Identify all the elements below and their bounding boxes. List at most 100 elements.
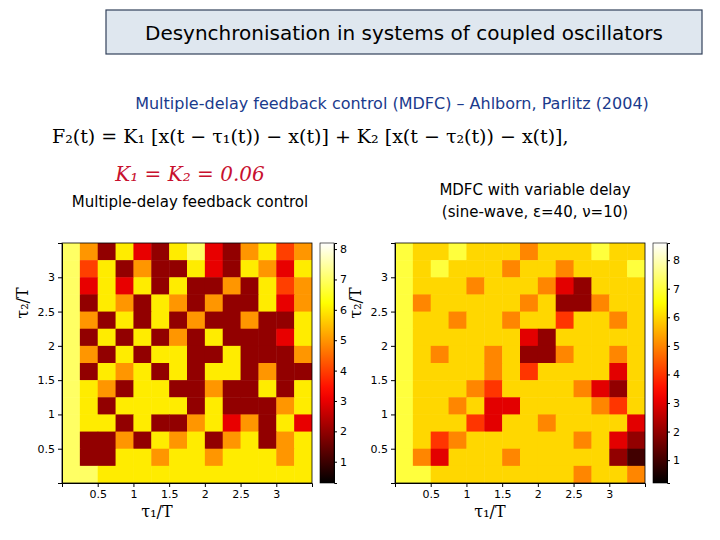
x-tick: 1: [130, 483, 137, 501]
heat-cell: [169, 277, 187, 295]
x-axis-title: τ₁/T: [474, 502, 506, 521]
heat-cell: [466, 312, 484, 330]
heat-cell: [98, 329, 116, 347]
heat-cell: [466, 466, 484, 483]
heat-cell: [538, 329, 556, 347]
formula: F₂(t) = K₁ [x(t − τ₁(t)) − x(t)] + K₂ [x…: [52, 125, 569, 147]
heat-cell: [223, 277, 241, 295]
x-tick: 2.5: [565, 483, 583, 501]
heat-cell: [574, 466, 592, 483]
y-tick-mark: [391, 277, 395, 278]
heat-cell: [502, 414, 520, 432]
heat-cell: [80, 363, 98, 381]
y-tick-mark: [58, 380, 62, 381]
heat-cell: [484, 294, 502, 312]
colorbar-tick-mark: [667, 289, 670, 290]
heat-cell: [520, 397, 538, 415]
heat-cell: [241, 294, 259, 312]
heat-cell: [205, 329, 223, 347]
heat-cell: [466, 380, 484, 398]
y-tick: 0.5: [38, 443, 63, 456]
heat-cell: [258, 449, 276, 467]
heat-cell: [538, 414, 556, 432]
heat-cell: [609, 363, 627, 381]
heat-cell: [223, 260, 241, 278]
heat-cell: [627, 466, 645, 483]
y-tick: 3: [381, 271, 395, 284]
heat-cell: [98, 243, 116, 261]
x-tick-mark: [205, 483, 206, 487]
y-tick-mark: [391, 346, 395, 347]
heat-cell: [241, 432, 259, 450]
heat-cell: [98, 363, 116, 381]
heat-cell: [591, 414, 609, 432]
heat-cell: [223, 243, 241, 261]
heat-cell: [223, 432, 241, 450]
heat-cell: [431, 449, 449, 467]
heat-cell: [151, 466, 169, 483]
x-tick-label: 2: [535, 488, 542, 501]
heat-cell: [520, 294, 538, 312]
heat-cell: [591, 449, 609, 467]
heat-cell: [80, 346, 98, 364]
heat-cell: [151, 380, 169, 398]
heat-cell: [169, 294, 187, 312]
heat-cell: [609, 294, 627, 312]
heat-cell: [431, 312, 449, 330]
heat-cell: [538, 380, 556, 398]
x-tick-label: 1.5: [161, 488, 179, 501]
heat-cell: [449, 329, 467, 347]
heat-cell: [169, 449, 187, 467]
heat-cell: [80, 414, 98, 432]
y-tick-mark: [58, 449, 62, 450]
heat-cell: [627, 380, 645, 398]
heat-cell: [133, 432, 151, 450]
heat-cell: [449, 380, 467, 398]
x-tick-mark: [98, 483, 99, 487]
heat-cell: [258, 414, 276, 432]
heat-cell: [484, 277, 502, 295]
heat-cell: [449, 260, 467, 278]
y-axis: 0.511.522.53: [371, 244, 396, 484]
heat-cell: [258, 380, 276, 398]
heat-cell: [133, 414, 151, 432]
y-tick-label: 0.5: [371, 443, 389, 456]
heat-cell: [627, 363, 645, 381]
x-tick-mark: [276, 483, 277, 487]
heat-cell: [116, 466, 134, 483]
y-tick: 2: [381, 340, 395, 353]
heat-cell: [431, 466, 449, 483]
heat-cell: [502, 277, 520, 295]
heat-cell: [223, 312, 241, 330]
heat-cell: [276, 363, 294, 381]
heat-cell: [538, 432, 556, 450]
colorbar-tick-mark: [334, 401, 337, 402]
y-tick-mark: [391, 312, 395, 313]
heat-cell: [502, 449, 520, 467]
heat-cell: [98, 414, 116, 432]
heat-cell: [294, 346, 312, 364]
heat-cell: [116, 432, 134, 450]
x-tick-mark: [538, 483, 539, 487]
heat-cell: [258, 432, 276, 450]
heat-cell: [556, 449, 574, 467]
heat-cell: [151, 294, 169, 312]
heat-cell: [223, 363, 241, 381]
y-axis-line: [391, 244, 396, 484]
colorbar-tick: 3: [667, 397, 680, 410]
heat-cell: [294, 397, 312, 415]
heat-cell: [205, 363, 223, 381]
heat-cell: [413, 466, 431, 483]
heat-cell: [413, 260, 431, 278]
heat-cell: [627, 432, 645, 450]
heat-cell: [133, 312, 151, 330]
heat-cell: [431, 363, 449, 381]
colorbar-tick-label: 7: [340, 273, 347, 286]
heat-cell: [205, 312, 223, 330]
heat-cell: [169, 414, 187, 432]
heat-cell: [466, 260, 484, 278]
heat-cell: [258, 294, 276, 312]
heatmap-chart: 0.511.522.530.511.522.53τ₁/Tτ₂/TMultiple…: [13, 193, 347, 521]
heat-cell: [187, 277, 205, 295]
x-tick-mark: [466, 483, 467, 487]
